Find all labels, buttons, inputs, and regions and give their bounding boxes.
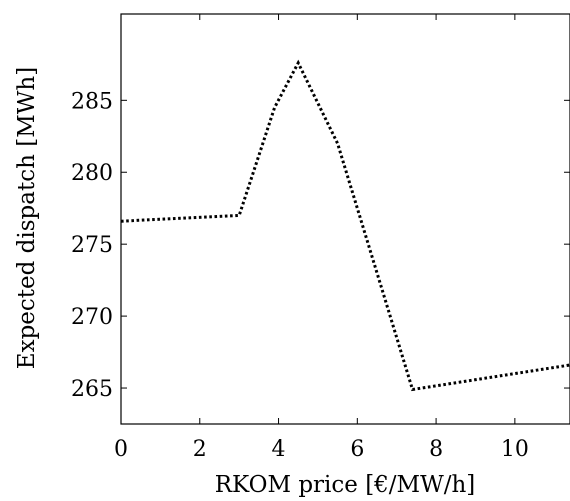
- x-axis-title: RKOM price [€/MW/h]: [215, 472, 476, 498]
- y-tick-label: 275: [71, 233, 113, 258]
- x-tick-label: 4: [272, 437, 286, 462]
- x-tick-label: 6: [350, 437, 364, 462]
- x-tick-label: 8: [429, 437, 443, 462]
- plot-area: 0 2 4 6 8 10 265 270 275 280 285: [71, 13, 570, 462]
- plot-frame: [120, 13, 570, 425]
- series-line: [120, 59, 570, 392]
- y-axis-title: Expected dispatch [MWh]: [14, 67, 40, 369]
- y-tick-label: 265: [71, 377, 113, 402]
- y-tick-label: 270: [71, 305, 113, 330]
- y-tick-label: 280: [71, 161, 113, 186]
- x-tick-label: 2: [193, 437, 207, 462]
- y-tick-label: 285: [71, 89, 113, 114]
- x-tick-label: 0: [114, 437, 128, 462]
- x-tick-label: 10: [501, 437, 529, 462]
